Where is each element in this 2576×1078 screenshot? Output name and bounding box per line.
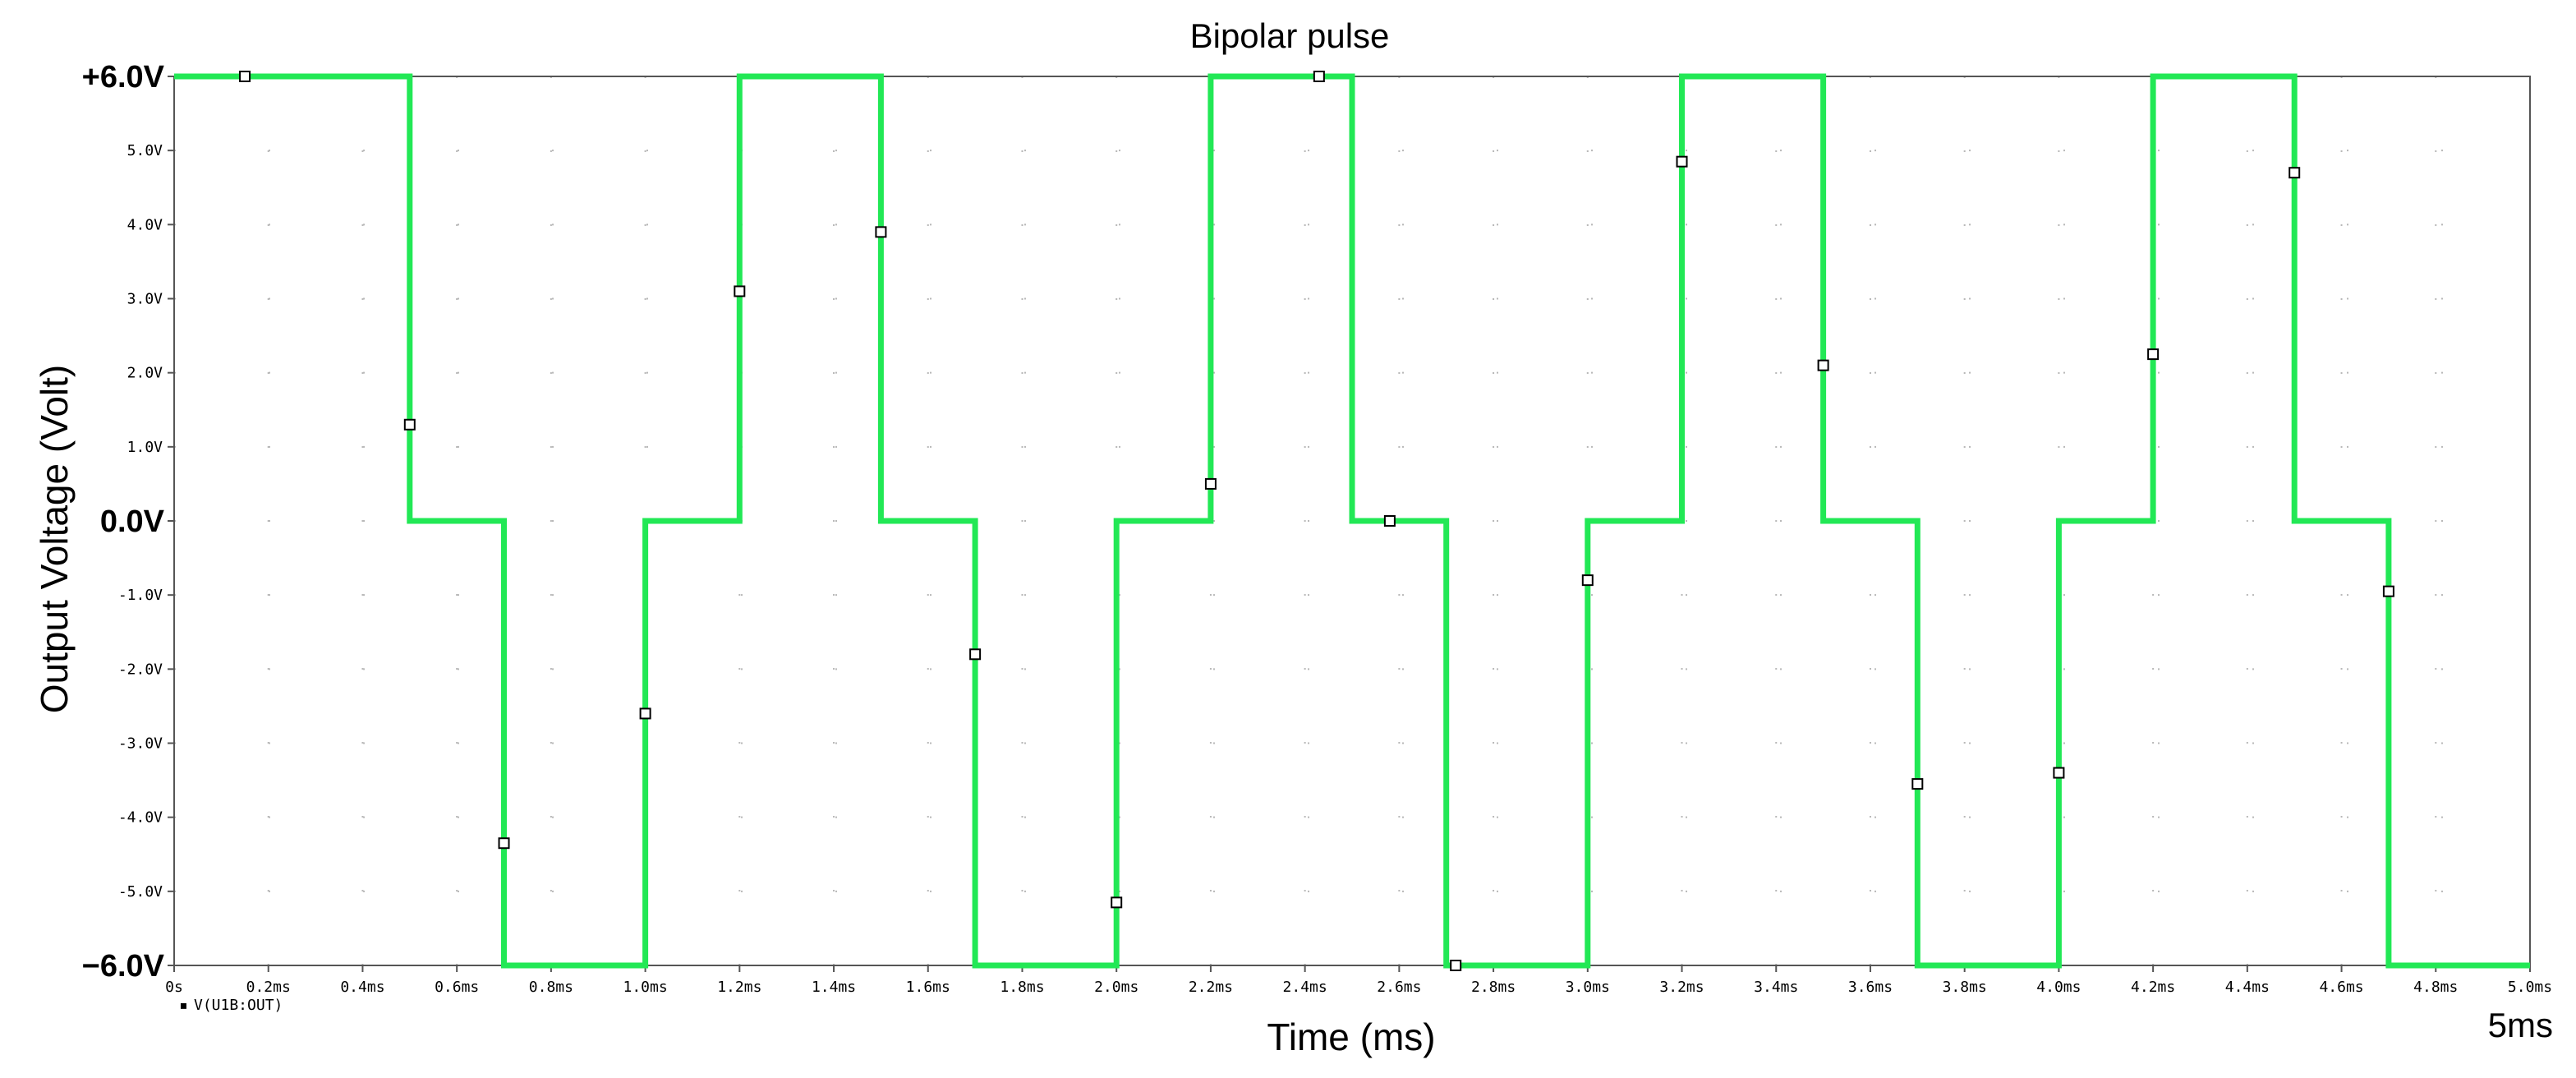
x-tick-label-10: 2.0ms [1094, 979, 1138, 996]
y-tick-label-8: -2.0V [118, 661, 163, 678]
x-tick-label-2: 0.4ms [340, 979, 384, 996]
y-tick-label-10: -4.0V [118, 809, 163, 827]
x-axis-ticks: 0s 0.2ms 0.4ms 0.6ms 0.8ms 1.0ms 1.2ms 1.4ms 1.6… [165, 965, 2552, 996]
y-tick-label-7: -1.0V [118, 587, 163, 604]
y-axis-ticks: +6.0V 5.0V 4.0V 3.0V 2.0V 1.0V 0.0V -1.0V -2.0V -… [82, 60, 174, 984]
x-tick-label-13: 2.6ms [1377, 979, 1421, 996]
x-tick-label-4: 0.8ms [529, 979, 573, 996]
x-tick-label-25: 5.0ms [2508, 979, 2552, 996]
data-point-marker-13 [1676, 155, 1688, 168]
data-point-marker-12 [1581, 574, 1594, 587]
x-tick-label-3: 0.6ms [435, 979, 479, 996]
x-axis-label: Time (ms) [1267, 1016, 1435, 1058]
data-point-marker-14 [1817, 359, 1829, 371]
x-tick-label-18: 3.6ms [1848, 979, 1893, 996]
data-point-marker-1 [403, 418, 416, 431]
data-point-marker-7 [1111, 896, 1123, 909]
data-point-marker-19 [2382, 585, 2394, 597]
data-point-marker-11 [1450, 960, 1462, 971]
x-tick-label-8: 1.6ms [906, 979, 950, 996]
x-tick-label-7: 1.4ms [812, 979, 856, 996]
x-tick-label-14: 2.8ms [1471, 979, 1516, 996]
marker-group [239, 71, 2394, 971]
data-point-marker-2 [498, 837, 510, 850]
y-tick-label-2: 4.0V [127, 216, 163, 233]
chart-title: Bipolar pulse [1190, 16, 1390, 55]
x-tick-label-17: 3.4ms [1754, 979, 1798, 996]
y-tick-label-12: −6.0V [82, 949, 165, 984]
y-tick-label-11: -5.0V [118, 883, 163, 901]
x-tick-label-22: 4.4ms [2225, 979, 2270, 996]
data-point-marker-9 [1313, 71, 1325, 82]
corner-time-label: 5ms [2488, 1006, 2553, 1044]
x-tick-label-11: 2.2ms [1189, 979, 1233, 996]
x-tick-label-5: 1.0ms [623, 979, 668, 996]
y-tick-label-6: 0.0V [100, 504, 165, 539]
y-tick-label-3: 3.0V [127, 291, 163, 308]
x-tick-label-6: 1.2ms [717, 979, 761, 996]
x-tick-label-20: 4.0ms [2036, 979, 2081, 996]
x-tick-label-24: 4.8ms [2413, 979, 2458, 996]
data-point-marker-8 [1204, 477, 1217, 490]
data-point-marker-4 [734, 285, 746, 297]
y-axis-label: Output Voltage (Volt) [33, 365, 76, 714]
x-tick-label-19: 3.8ms [1943, 979, 1987, 996]
data-point-marker-6 [969, 648, 982, 661]
legend-marker: ▪ [179, 997, 188, 1014]
y-tick-label-4: 2.0V [127, 365, 163, 382]
data-point-marker-16 [2053, 767, 2065, 779]
data-point-marker-0 [239, 71, 251, 82]
y-tick-label-1: 5.0V [127, 142, 163, 159]
series-line-0 [174, 73, 2530, 969]
y-tick-label-5: 1.0V [127, 439, 163, 456]
data-point-marker-3 [639, 707, 651, 720]
x-tick-label-9: 1.8ms [1000, 979, 1044, 996]
x-tick-label-23: 4.6ms [2319, 979, 2363, 996]
x-tick-label-12: 2.4ms [1283, 979, 1327, 996]
y-tick-label-0: +6.0V [82, 60, 165, 94]
x-tick-label-16: 3.2ms [1659, 979, 1704, 996]
x-tick-label-1: 0.2ms [246, 979, 291, 996]
data-point-marker-10 [1383, 515, 1396, 527]
series-group [174, 73, 2530, 969]
data-point-marker-17 [2147, 348, 2160, 361]
x-tick-label-15: 3.0ms [1566, 979, 1610, 996]
x-tick-label-21: 4.2ms [2131, 979, 2175, 996]
data-point-marker-5 [875, 226, 887, 238]
x-tick-label-0: 0s [165, 979, 183, 996]
legend: ▪ V(U1B:OUT) [179, 997, 283, 1014]
data-point-marker-18 [2288, 167, 2301, 179]
legend-label: V(U1B:OUT) [194, 997, 283, 1014]
data-point-marker-15 [1911, 778, 1924, 790]
y-tick-label-9: -3.0V [118, 735, 163, 753]
